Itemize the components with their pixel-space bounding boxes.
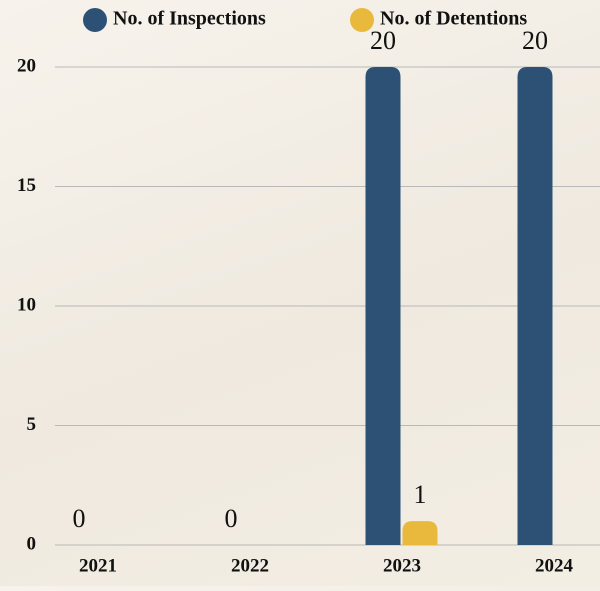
x-tick-label: 2022 (231, 555, 269, 576)
legend-swatch (350, 8, 374, 32)
y-tick-label: 10 (17, 294, 36, 315)
y-tick-label: 20 (17, 55, 36, 76)
legend-swatch (83, 8, 107, 32)
y-tick-label: 5 (27, 414, 37, 435)
value-label: 1 (414, 480, 427, 509)
x-tick-label: 2024 (535, 555, 574, 576)
value-label: 20 (522, 26, 548, 55)
legend-label: No. of Detentions (380, 8, 527, 30)
x-tick-label: 2023 (383, 555, 421, 576)
legend-label: No. of Inspections (113, 8, 266, 30)
bar (517, 67, 553, 545)
value-label: 20 (370, 26, 396, 55)
y-tick-label: 0 (27, 533, 37, 554)
bar (365, 67, 401, 545)
y-tick-label: 15 (17, 175, 36, 196)
x-tick-label: 2021 (79, 555, 117, 576)
bar (402, 521, 438, 545)
value-label: 0 (73, 504, 86, 533)
value-label: 0 (225, 504, 238, 533)
